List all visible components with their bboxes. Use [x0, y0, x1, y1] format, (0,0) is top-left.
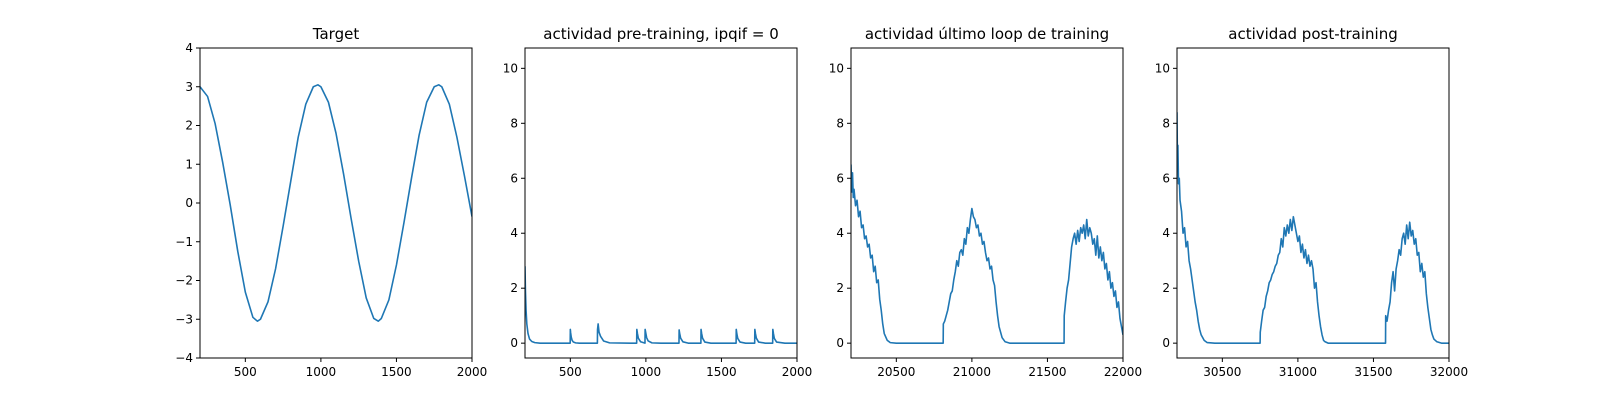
x-tick-label: 500 — [234, 365, 257, 379]
x-tick-label: 30500 — [1203, 365, 1241, 379]
series-line — [1177, 112, 1449, 344]
y-tick-label: 2 — [510, 281, 518, 295]
y-tick-label: 4 — [1162, 226, 1170, 240]
y-tick-label: 0 — [510, 336, 518, 350]
x-tick-label: 2000 — [457, 365, 488, 379]
x-tick-label: 1000 — [306, 365, 337, 379]
x-tick-label: 500 — [559, 365, 582, 379]
y-tick-label: 10 — [503, 61, 518, 75]
y-tick-label: 8 — [1162, 116, 1170, 130]
y-tick-label: 2 — [836, 281, 844, 295]
y-tick-label: 4 — [185, 41, 193, 55]
y-tick-label: −3 — [175, 312, 193, 326]
x-tick-label: 1000 — [631, 365, 662, 379]
y-tick-label: 10 — [829, 61, 844, 75]
y-tick-label: 4 — [510, 226, 518, 240]
x-tick-label: 31000 — [1279, 365, 1317, 379]
y-tick-label: 2 — [185, 119, 193, 133]
chart-title: Target — [312, 25, 360, 43]
series-line — [200, 84, 472, 322]
y-tick-label: −2 — [175, 274, 193, 288]
y-tick-label: −1 — [175, 235, 193, 249]
x-tick-label: 32000 — [1430, 365, 1468, 379]
series-line — [525, 266, 797, 344]
chart-title: actividad pre-training, ipqif = 0 — [543, 25, 779, 43]
chart-panel-2: actividad pre-training, ipqif = 0 500 1000… — [503, 25, 813, 379]
x-tick-label: 20500 — [877, 365, 915, 379]
y-tick-label: −4 — [175, 351, 193, 365]
y-tick-label: 0 — [836, 336, 844, 350]
x-tick-label: 31500 — [1354, 365, 1392, 379]
axes-frame — [850, 47, 1124, 359]
y-tick-label: 6 — [836, 171, 844, 185]
x-tick-label: 21000 — [953, 365, 991, 379]
y-tick-label: 3 — [185, 80, 193, 94]
y-tick-label: 0 — [1162, 336, 1170, 350]
chart-title: actividad último loop de training — [865, 25, 1109, 43]
y-tick-label: 0 — [185, 196, 193, 210]
x-tick-label: 21500 — [1028, 365, 1066, 379]
y-tick-label: 8 — [510, 116, 518, 130]
axes-frame — [524, 47, 798, 359]
y-tick-label: 6 — [1162, 171, 1170, 185]
y-tick-label: 6 — [510, 171, 518, 185]
chart-panel-1: Target 500 1000 1500 2000 −4 −3 −2 −1 0 1 2 3 4 — [175, 25, 487, 379]
x-tick-label: 1500 — [706, 365, 737, 379]
x-tick-label: 22000 — [1104, 365, 1142, 379]
series-line — [851, 164, 1123, 344]
axes-frame — [1176, 47, 1450, 359]
x-tick-label: 2000 — [782, 365, 813, 379]
y-tick-label: 1 — [185, 157, 193, 171]
y-tick-label: 10 — [1155, 61, 1170, 75]
chart-title: actividad post-training — [1228, 25, 1397, 43]
x-tick-label: 1500 — [381, 365, 412, 379]
y-tick-label: 2 — [1162, 281, 1170, 295]
y-tick-label: 8 — [836, 116, 844, 130]
y-tick-label: 4 — [836, 226, 844, 240]
chart-panel-4: actividad post-training 30500 31000 31500 32… — [1155, 25, 1468, 379]
